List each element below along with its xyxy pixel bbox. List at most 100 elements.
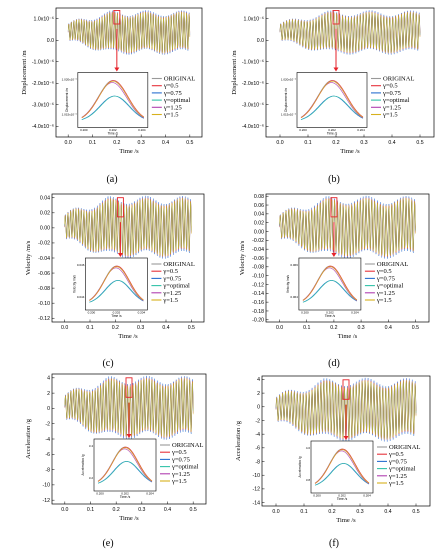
inset-curve-optimal	[314, 463, 370, 486]
y-tick-label: 0.04	[254, 212, 264, 218]
inset-y-tick-label: 3.2	[89, 476, 94, 480]
inset-curve-125	[97, 448, 153, 482]
inset-curve-optimal	[300, 95, 364, 120]
inset-x-tick-label: 0.204	[146, 492, 154, 496]
zoom-highlight-box	[332, 9, 340, 25]
zoom-arrow-head	[333, 67, 339, 72]
inset-x-tick-label: 0.200	[96, 492, 104, 496]
legend-entry: γ=1.5	[162, 297, 178, 304]
y-tick-label: -3.0x10⁻⁶	[32, 103, 54, 109]
inset-x-tick-label: 0.202	[121, 492, 129, 496]
inset-frame	[296, 72, 368, 128]
x-tick-label: 0.0	[61, 325, 68, 331]
x-axis-label: Time /s	[119, 148, 139, 155]
x-tick-label: 0.1	[300, 509, 307, 515]
x-tick-label: 0.1	[86, 325, 93, 331]
x-axis-label: Time /s	[119, 515, 139, 522]
inset-curve-optimal	[302, 280, 358, 303]
y-tick-label: -3.0x10⁻⁶	[242, 103, 264, 109]
legend-entry: γ=optimal	[162, 283, 190, 290]
inset-y-tick-label: 0.066	[290, 263, 298, 267]
zoom-inset: 0.200 0.202 0.204 3.4 3.2 Time /s Acceleration…	[81, 438, 157, 499]
legend-entry: γ=1.25	[388, 473, 407, 480]
chart-panel-d: 0.0 0.1 0.2 0.3 0.4 0.5 0.08 0.06 0.04 0.02 0.00 -0…	[239, 193, 430, 369]
x-tick-label: 0.1	[89, 140, 96, 146]
y-tick-label: 2	[47, 391, 50, 397]
x-tick-label: 0.5	[412, 325, 419, 331]
x-tick-label: 0.0	[276, 325, 283, 331]
zoom-highlight-box	[342, 379, 350, 400]
chart-panel-f: 0.0 0.1 0.2 0.3 0.4 0.5 4 2 0 -2 -4 -6 -8 -10 -12 -14 Ti…	[235, 375, 431, 549]
y-tick-label: -0.02	[252, 238, 264, 244]
chart-panel-c: 0.0 0.1 0.2 0.3 0.4 0.5 0.04 0.02 0.00 -0.02 -0.04…	[25, 193, 205, 369]
y-tick-label: 0.00	[40, 226, 50, 232]
zoom-inset: 0.200 0.202 0.204 0.046 0.044 Time /s Velocity…	[72, 257, 148, 318]
legend-entry: γ=0.5	[376, 268, 392, 275]
inset-curve-125	[89, 267, 144, 301]
inset-x-tick-label: 0.200	[88, 311, 96, 315]
x-tick-label: 0.0	[272, 509, 279, 515]
y-tick-label: -0.14	[252, 291, 264, 297]
legend-entry: γ=0.5	[171, 449, 187, 456]
y-tick-label: -0.04	[252, 247, 264, 253]
x-tick-label: 0.3	[357, 325, 364, 331]
x-tick-label: 0.4	[385, 325, 392, 331]
y-tick-label: -4.0x10⁻⁶	[32, 124, 54, 130]
x-tick-label: 0.5	[190, 507, 197, 513]
zoom-inset: 0.200 0.202 0.204 4.0 3.8 Time /s Acceleration…	[298, 440, 374, 501]
plot-frame	[55, 7, 203, 138]
y-tick-label: -1.0x10⁻⁶	[32, 60, 54, 66]
inset-x-tick-label: 0.204	[138, 311, 146, 315]
legend-entry: ORIGINAL	[163, 261, 194, 268]
panel-label: (b)	[328, 174, 340, 185]
zoom-arrow-head	[126, 434, 132, 438]
legend-entry: γ=0.75	[162, 275, 181, 282]
legend-entry: γ=0.75	[171, 456, 190, 463]
inset-curve-optimal	[97, 461, 153, 484]
y-tick-label: -0.18	[252, 309, 264, 315]
series-line-15	[64, 197, 192, 257]
y-tick-label: -12	[43, 498, 51, 504]
y-tick-label: -0.08	[252, 265, 264, 271]
x-tick-label: 0.2	[113, 140, 120, 146]
inset-x-tick-label: 0.204	[351, 311, 359, 315]
inset-curve-15	[81, 81, 144, 118]
x-tick-label: 0.4	[164, 507, 171, 513]
y-tick-label: -2.0x10⁻⁶	[32, 81, 54, 87]
legend-entry: γ=1.25	[382, 104, 401, 111]
legend-entry: γ=1.25	[162, 290, 181, 297]
y-tick-label: 1.0x10⁻⁶	[244, 17, 264, 23]
y-tick-label: 0.0	[47, 38, 54, 44]
chart-panel-a: 0.0 0.1 0.2 0.3 0.4 0.5 1.0x10⁻⁶ 0.0 -1.0x10⁻⁶ -2…	[21, 7, 203, 185]
y-tick-label: 0.08	[254, 194, 264, 200]
zoom-arrow-head	[117, 253, 123, 257]
y-axis-label: Acceleration /g	[235, 420, 242, 461]
inset-y-tick-label: 1.020x10⁻⁶	[281, 78, 297, 82]
y-tick-label: -0.06	[252, 256, 264, 262]
y-tick-label: -6	[45, 452, 50, 458]
x-tick-label: 0.3	[356, 509, 363, 515]
x-tick-label: 0.5	[416, 140, 423, 146]
inset-y-tick-label: 0.044	[77, 295, 85, 299]
y-tick-label: -0.10	[38, 301, 50, 307]
x-tick-label: 0.5	[188, 325, 195, 331]
y-tick-label: -2	[255, 418, 260, 424]
x-tick-label: 0.4	[162, 140, 169, 146]
inset-curve-optimal	[89, 280, 144, 303]
panel-label: (e)	[102, 538, 113, 549]
zoom-inset: 0.200 0.202 0.204 1.020x10⁻⁶ 1.015x10⁻⁶ Time …	[62, 72, 149, 136]
inset-x-tick-label: 0.200	[301, 311, 309, 315]
x-tick-label: 0.2	[113, 507, 120, 513]
inset-x-tick-label: 0.202	[109, 128, 117, 132]
zoom-inset: 0.200 0.202 0.204 1.020x10⁻⁶ 1.015x10⁻⁶ Time …	[281, 72, 368, 136]
inset-curve-15	[302, 266, 358, 301]
inset-x-label: Time /s	[325, 314, 336, 318]
x-tick-label: 0.3	[360, 140, 367, 146]
x-tick-label: 0.3	[138, 140, 145, 146]
x-tick-label: 0.3	[138, 507, 145, 513]
legend-entry: γ=1.5	[163, 112, 179, 119]
plot-frame	[265, 7, 435, 138]
y-tick-label: -4	[255, 432, 260, 438]
